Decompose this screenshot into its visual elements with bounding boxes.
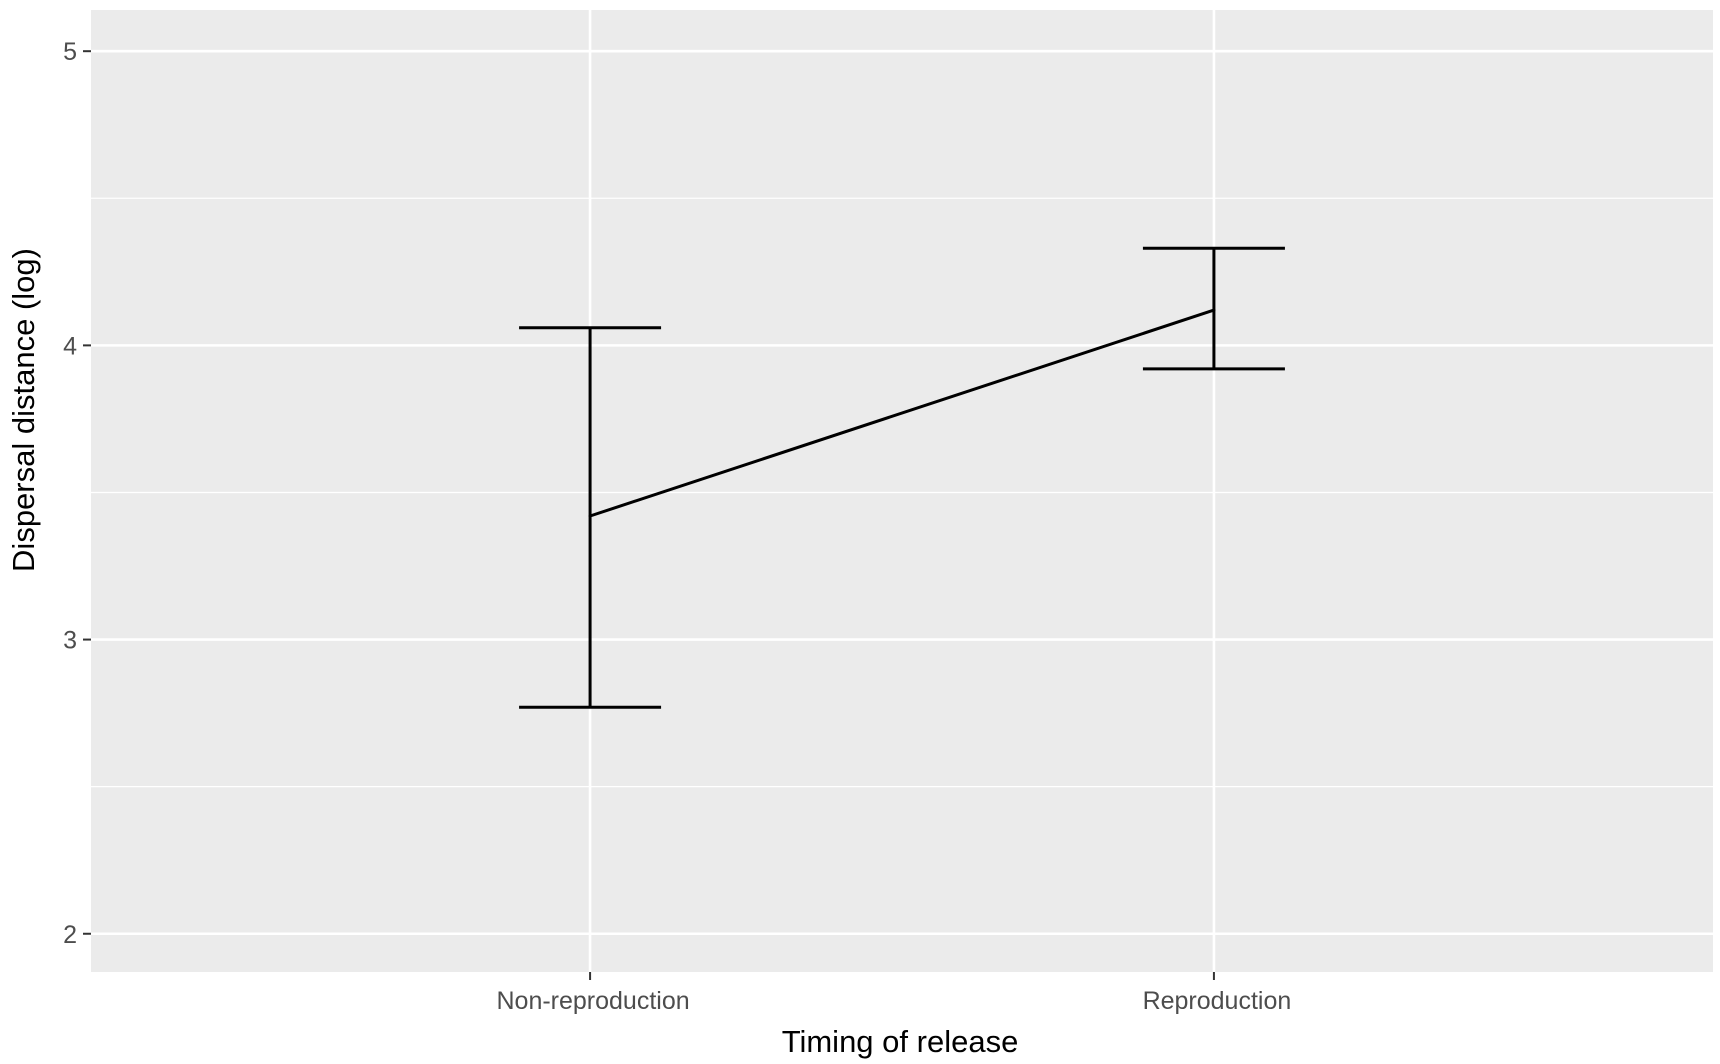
y-tick-label-4: 4 [63,332,77,360]
y-axis: 2 3 4 5 [63,38,91,949]
y-axis-title: Dispersal distance (log) [6,248,41,572]
series-line-0 [589,308,1215,518]
x-axis: Non-reproduction Reproduction [496,972,1291,1015]
plot-panel [91,10,1713,972]
minor-gridlines [91,197,1713,788]
y-tick-label-3: 3 [63,627,77,655]
x-tick-label-1: Reproduction [1143,987,1292,1015]
y-tick-label-5: 5 [63,38,77,66]
x-axis-title: Timing of release [782,1024,1019,1059]
y-tick-label-2: 2 [63,921,77,949]
data-point-1 [1212,308,1216,312]
series-layer [519,246,1285,709]
data-point-0 [588,514,592,518]
x-tick-label-0: Non-reproduction [496,987,689,1015]
major-gridlines [91,10,1713,972]
